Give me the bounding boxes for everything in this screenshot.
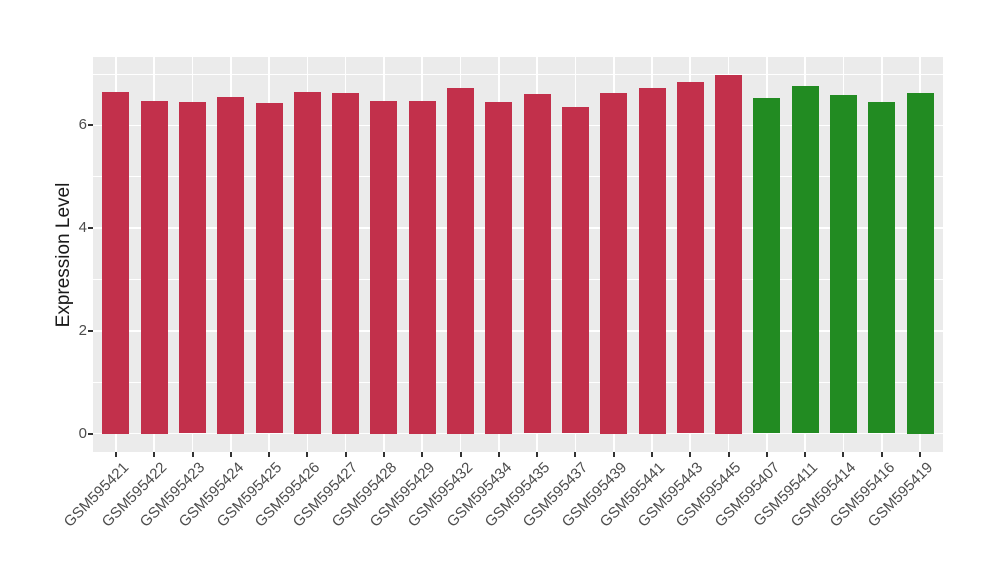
bar (140, 101, 168, 434)
minor-gridline (93, 176, 943, 178)
bar (829, 95, 857, 434)
bar (179, 102, 207, 434)
bar (293, 91, 321, 434)
x-tick-mark (344, 452, 347, 457)
bar (255, 103, 283, 434)
y-tick-label: 2 (78, 321, 87, 339)
y-tick-label: 0 (78, 424, 87, 442)
x-tick-mark (229, 452, 232, 457)
y-tick-label: 6 (78, 116, 87, 134)
bar (217, 97, 245, 434)
major-gridline (93, 329, 943, 332)
x-tick-mark (612, 452, 615, 457)
x-tick-mark (842, 452, 845, 457)
bar (753, 98, 781, 434)
y-tick-mark (88, 329, 93, 332)
x-tick-mark (421, 452, 424, 457)
bar (408, 101, 436, 434)
x-tick-mark (651, 452, 653, 457)
bar (906, 92, 934, 434)
bar (791, 85, 819, 434)
x-tick-mark (191, 452, 194, 457)
x-tick-mark (306, 452, 309, 457)
x-tick-mark (919, 452, 922, 457)
major-gridline (93, 432, 943, 435)
x-tick-mark (382, 452, 385, 457)
bar (332, 93, 360, 434)
bar (485, 101, 513, 434)
bar (523, 94, 551, 434)
major-gridline (93, 227, 943, 229)
x-tick-mark (268, 452, 271, 457)
x-tick-mark (153, 452, 156, 457)
bar (600, 92, 628, 434)
x-tick-mark (497, 452, 500, 457)
bar (868, 102, 896, 434)
x-tick-mark (689, 452, 692, 457)
y-tick-mark (88, 124, 93, 127)
major-gridline (93, 124, 943, 127)
x-tick-mark (114, 452, 117, 457)
y-tick-mark (88, 432, 93, 435)
x-tick-mark (459, 452, 462, 457)
x-tick-mark (727, 452, 730, 457)
minor-gridline (93, 279, 943, 280)
y-tick-label: 4 (78, 219, 87, 237)
bar (715, 75, 743, 434)
bar (561, 107, 589, 434)
x-tick-mark (536, 452, 539, 457)
bar (638, 88, 666, 434)
minor-gridline (93, 73, 943, 75)
minor-gridline (93, 381, 943, 383)
x-tick-mark (804, 452, 807, 457)
bar (102, 91, 130, 434)
bar (370, 100, 398, 434)
x-tick-mark (574, 452, 577, 457)
y-tick-mark (88, 227, 93, 230)
bar (676, 81, 704, 434)
x-tick-mark (880, 452, 883, 457)
x-tick-mark (765, 452, 768, 457)
bar (447, 88, 475, 434)
